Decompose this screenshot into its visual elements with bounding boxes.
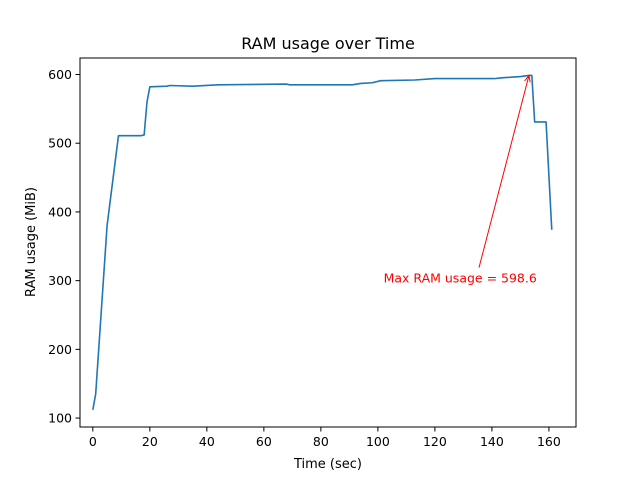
y-tick-label: 300	[48, 273, 72, 288]
x-tick-label: 120	[423, 434, 447, 449]
y-tick-label: 200	[48, 342, 72, 357]
plot-area: 0 20 40 60 80 100 120 140 160 100 200 300 400 500 600 M…	[48, 57, 577, 449]
x-tick-label: 140	[480, 434, 504, 449]
x-tick-label: 160	[537, 434, 561, 449]
x-tick-label: 40	[199, 434, 215, 449]
y-tick-label: 600	[48, 67, 72, 82]
x-tick-label: 60	[256, 434, 272, 449]
x-axis-label: Time (sec)	[293, 457, 362, 472]
annotation-arrow-head	[524, 74, 531, 83]
y-tick-label: 100	[48, 411, 72, 426]
x-tick-label: 20	[142, 434, 158, 449]
x-tick-label: 0	[89, 434, 97, 449]
x-tick-label: 100	[366, 434, 390, 449]
x-tick-label: 80	[313, 434, 329, 449]
y-axis-label: RAM usage (MiB)	[24, 187, 39, 297]
chart-title: RAM usage over Time	[241, 34, 415, 53]
y-tick-label: 400	[48, 204, 72, 219]
y-tick-label: 500	[48, 136, 72, 151]
axes-frame	[79, 57, 577, 428]
series-line-0	[92, 74, 553, 410]
annotation-arrow-shaft	[478, 75, 530, 268]
annotation-label: Max RAM usage = 598.6	[384, 271, 537, 286]
